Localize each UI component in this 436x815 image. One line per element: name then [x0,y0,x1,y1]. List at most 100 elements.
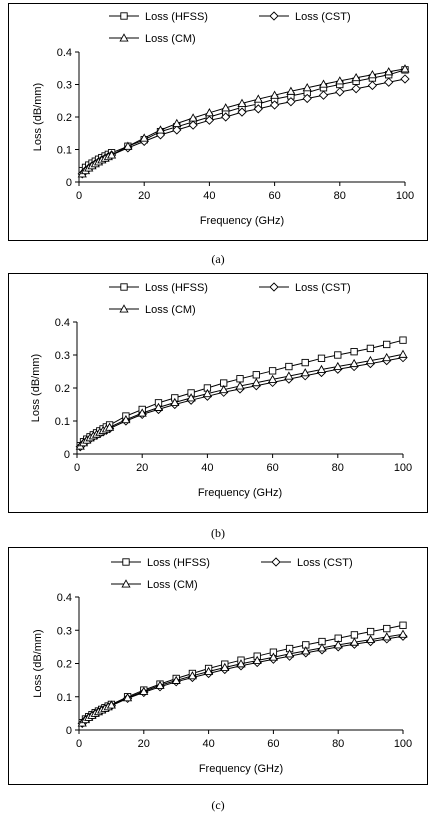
data-point-square [285,362,293,371]
data-point-triangle [236,659,246,668]
x-tick-label: 100 [394,462,412,474]
data-point-triangle [237,98,247,107]
x-tick-label: 60 [266,462,278,474]
data-point-triangle [139,686,149,695]
series-line-diamond [81,78,406,175]
legend-label: Loss (HFSS) [145,282,208,294]
caption-c: (c) [211,798,225,812]
data-point-triangle [106,700,116,709]
x-tick-label: 0 [76,738,82,750]
series-line-diamond [79,357,404,448]
chart-svg-b: 0 0.1 0.2 0.3 0.4 0 20 40 60 80 100 Frequency (GHz)… [30,282,412,499]
data-point-triangle [171,675,181,684]
data-point-diamond [188,120,198,130]
data-point-triangle [219,384,229,394]
y-axis-label: Loss (dB/mm) [30,354,42,422]
x-tick-label: 60 [267,738,279,750]
data-point-diamond [318,90,329,100]
y-tick-label: 0.4 [55,317,70,329]
x-axis-label: Frequency (GHz) [200,215,284,227]
data-point-square [301,358,309,367]
x-tick-label: 0 [76,190,82,202]
y-tick-label: 0.1 [55,416,70,428]
data-point-triangle [302,83,312,92]
legend-marker-square [120,283,128,291]
data-point-triangle [268,374,278,383]
data-point-square [383,624,391,633]
chart-panel-b: 0 0.1 0.2 0.3 0.4 0 20 40 60 80 100 Frequency (GHz)… [8,273,428,513]
data-point-triangle [316,364,327,374]
x-tick-label: 60 [268,190,280,202]
legend-label: Loss (CST) [297,557,353,569]
caption-a: (a) [211,252,225,266]
data-point-triangle [382,632,392,641]
data-point-triangle [318,79,329,88]
x-tick-label: 40 [202,738,214,750]
data-point-triangle [349,358,359,368]
x-tick-label: 40 [201,462,213,474]
data-point-square [317,354,326,362]
legend-label: Loss (HFSS) [147,557,210,569]
chart-svg-a: 0 0.1 0.2 0.3 0.4 0 20 40 60 80 100 Frequency (GHz)… [32,11,414,227]
data-point-diamond [367,80,378,91]
data-point-triangle [268,652,278,661]
x-tick-label: 80 [332,462,344,474]
data-point-triangle [155,680,165,689]
data-point-triangle [188,113,198,122]
data-point-triangle [398,629,408,638]
data-point-triangle [253,94,263,103]
data-point-triangle [284,371,294,380]
x-tick-label: 0 [74,462,80,474]
data-point-square [399,621,407,629]
data-point-square [399,336,407,344]
data-point-square [366,627,375,636]
legend-marker-square [122,558,130,566]
caption-b: (b) [211,526,225,540]
legend-marker-triangle [119,33,129,42]
data-point-triangle [153,402,164,411]
series-line-square [79,339,404,447]
y-tick-label: 0 [64,449,70,461]
data-point-diamond [269,100,280,110]
data-point-triangle [202,388,212,398]
data-point-triangle [170,397,180,407]
legend-label: Loss (CST) [295,11,351,23]
data-point-square [383,340,391,349]
x-axis-label: Frequency (GHz) [198,487,282,499]
data-point-triangle [333,640,343,649]
legend-label: Loss (CM) [147,579,198,591]
data-point-triangle [107,150,117,159]
data-point-triangle [105,422,115,431]
data-point-triangle [317,643,327,652]
y-tick-label: 0.4 [57,47,72,59]
y-axis-label: Loss (dB/mm) [32,629,44,697]
data-point-triangle [235,381,245,390]
data-point-triangle [285,649,295,658]
data-point-triangle [366,634,376,644]
legend-marker-triangle [121,579,131,588]
data-point-triangle [137,408,147,417]
x-tick-label: 80 [334,190,346,202]
data-point-triangle [186,393,196,402]
data-point-diamond [335,87,345,97]
data-point-diamond [351,84,361,94]
y-tick-label: 0 [66,725,72,737]
data-point-diamond [237,107,247,117]
data-point-diamond [384,77,394,87]
x-tick-label: 100 [394,738,412,750]
series-line-diamond [81,635,404,724]
data-point-triangle [220,662,230,671]
chart-panel-c: 0 0.1 0.2 0.3 0.4 0 20 40 60 80 100 Frequency (GHz)… [8,547,428,785]
data-point-triangle [139,133,149,142]
data-point-triangle [123,141,133,150]
data-point-triangle [367,70,377,79]
legend-label: Loss (CM) [145,33,196,45]
x-tick-label: 80 [332,738,344,750]
data-point-square [334,351,342,359]
legend-marker-square [120,12,128,20]
y-tick-label: 0.3 [55,350,70,362]
data-point-diamond [302,93,312,104]
data-point-triangle [270,90,280,99]
data-point-triangle [351,72,361,82]
legend-marker-diamond [269,11,279,21]
